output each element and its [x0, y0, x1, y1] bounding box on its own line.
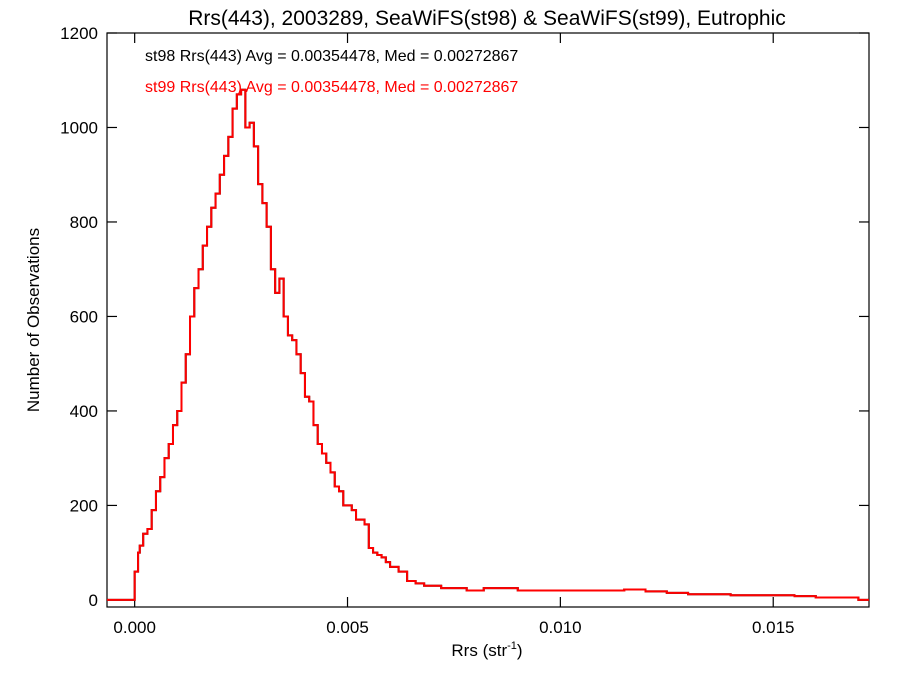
y-tick-label: 600 — [70, 307, 98, 326]
y-tick-label: 400 — [70, 402, 98, 421]
x-axis-title: Rrs (str-1) — [451, 640, 522, 660]
x-tick-label: 0.005 — [326, 618, 369, 637]
y-axis: 0 200 400 600 800 1000 1200 — [60, 24, 869, 610]
series-st98 — [107, 88, 869, 601]
x-tick-label: 0.015 — [752, 618, 795, 637]
plot-frame — [106, 32, 870, 608]
y-tick-label: 200 — [70, 496, 98, 515]
legend-st98: st98 Rrs(443) Avg = 0.00354478, Med = 0.… — [145, 48, 518, 65]
series-st99 — [107, 88, 869, 601]
x-axis-title-close: ) — [517, 641, 523, 660]
chart-title: Rrs(443), 2003289, SeaWiFS(st98) & SeaWi… — [188, 7, 786, 30]
y-tick-label: 0 — [89, 591, 98, 610]
series-layer — [107, 88, 869, 601]
x-tick-label: 0.010 — [539, 618, 582, 637]
y-tick-label: 800 — [70, 213, 98, 232]
x-axis-title-main: Rrs (str — [451, 641, 507, 660]
y-axis-title: Number of Observations — [24, 228, 43, 412]
x-axis: 0.000 0.005 0.010 0.015 — [113, 33, 794, 637]
x-tick-label: 0.000 — [113, 618, 156, 637]
legend-st99: st99 Rrs(443) Avg = 0.00354478, Med = 0.… — [145, 79, 518, 96]
y-tick-label: 1000 — [60, 118, 98, 137]
x-axis-title-sup: -1 — [507, 640, 517, 652]
y-tick-label: 1200 — [60, 24, 98, 43]
